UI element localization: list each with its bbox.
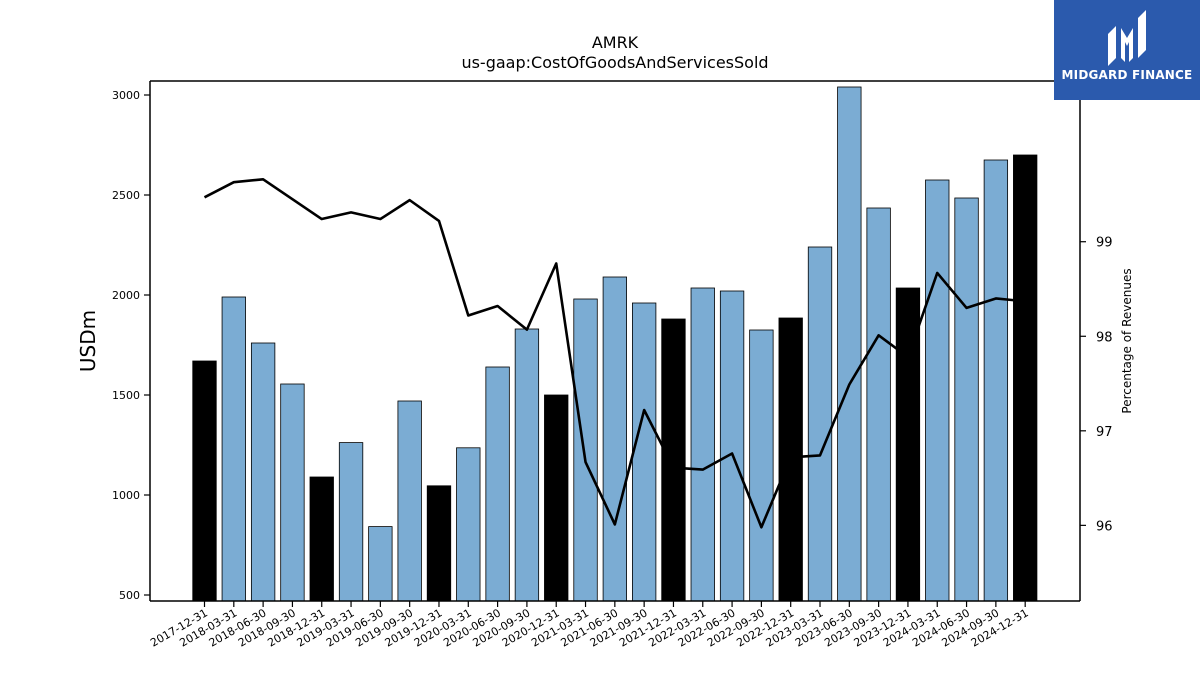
bar-2018-03-31	[221, 296, 246, 602]
y-tick-label: 2000	[112, 289, 140, 302]
bar-2024-09-30	[983, 159, 1009, 602]
bar-2022-06-30	[719, 290, 745, 602]
bar-2017-12-31	[192, 360, 217, 602]
bar-2020-06-30	[485, 366, 510, 602]
y2-axis-label: Percentage of Revenues	[1120, 268, 1134, 413]
bar-2020-09-30	[514, 328, 540, 602]
bar-2019-09-30	[397, 400, 422, 602]
bar-2023-09-30	[866, 207, 891, 602]
bar-2022-03-31	[690, 287, 715, 602]
y2-tick-label: 97	[1096, 425, 1113, 440]
bar-2020-12-31	[544, 394, 569, 602]
bar-2019-03-31	[338, 442, 364, 602]
y2-tick-label: 98	[1096, 330, 1113, 345]
bar-2023-06-30	[837, 86, 862, 602]
bar-2021-03-31	[573, 298, 598, 602]
line-series	[203, 178, 1026, 529]
chart-subtitle: us-gaap:CostOfGoodsAndServicesSold	[461, 53, 768, 72]
bar-2018-12-31	[309, 476, 334, 602]
y-axis-label: USDm	[76, 310, 100, 372]
y-tick-label: 500	[119, 589, 140, 602]
bar-2018-09-30	[280, 383, 305, 602]
y-tick-label: 1500	[112, 389, 140, 402]
midgard-logo-icon	[1108, 10, 1146, 66]
bar-2021-06-30	[602, 276, 627, 602]
bar-2019-12-31	[426, 485, 452, 602]
bar-2024-06-30	[954, 197, 979, 602]
bar-2024-12-31	[1013, 154, 1038, 602]
bar-2020-03-31	[456, 447, 481, 602]
chart-title: AMRK	[592, 33, 639, 52]
logo: MIDGARD FINANCE	[1054, 0, 1200, 100]
bar-2019-06-30	[368, 526, 393, 602]
bar-2021-12-31	[661, 318, 686, 602]
bar-2024-03-31	[925, 179, 950, 602]
bar-2018-06-30	[250, 342, 276, 602]
y2-tick-label: 96	[1096, 519, 1113, 534]
y-tick-label: 1000	[112, 489, 140, 502]
bar-2021-09-30	[632, 302, 657, 602]
y2-tick-label: 99	[1096, 236, 1113, 251]
logo-text: MIDGARD FINANCE	[1061, 68, 1193, 82]
bar-2023-03-31	[807, 246, 833, 602]
bar-2022-09-30	[749, 329, 774, 602]
y-tick-label: 2500	[112, 189, 140, 202]
y-tick-label: 3000	[112, 89, 140, 102]
